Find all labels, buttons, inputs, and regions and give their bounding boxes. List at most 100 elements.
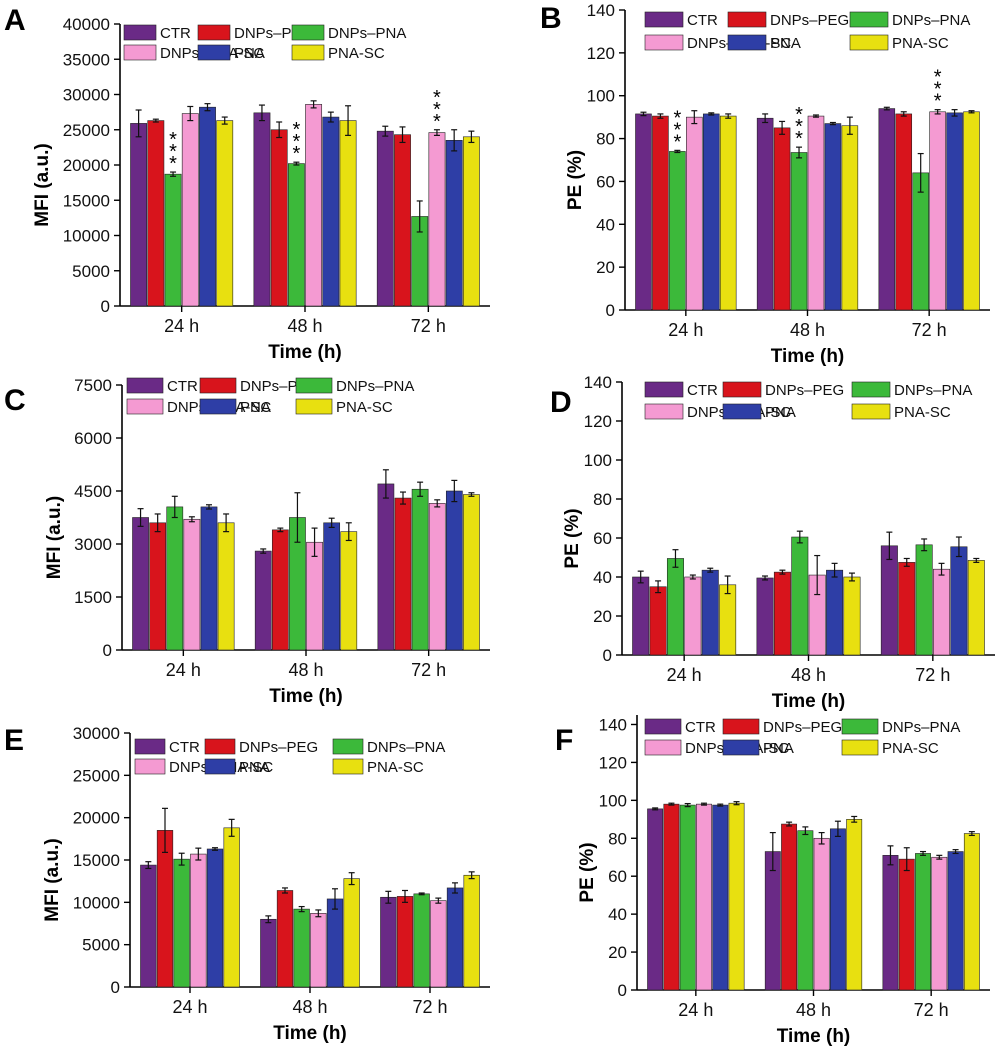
y-tick-label: 20 — [593, 607, 612, 626]
y-tick-label: 10000 — [73, 893, 120, 912]
bar-dnps-pna-24-h — [173, 858, 190, 988]
y-tick-label: 0 — [111, 978, 120, 997]
bar-pna-sc-48-h — [340, 531, 358, 651]
bar-ctr-48-h — [756, 117, 774, 311]
legend-swatch-dnps-peg — [727, 11, 767, 28]
bar-dnps-pna-sc-48-h — [305, 104, 323, 307]
significance-star: * — [795, 116, 803, 138]
bar-dnps-pna-sc-24-h — [183, 518, 201, 651]
bar-ctr-72-h — [377, 483, 395, 651]
bar-ctr-24-h — [132, 517, 149, 651]
y-tick-label: 100 — [599, 791, 627, 810]
legend-swatch-dnps-pna-sc — [644, 739, 682, 756]
y-tick-label: 15000 — [73, 851, 120, 870]
bar-pna-48-h — [829, 828, 846, 991]
x-tick-label: 24 h — [164, 316, 199, 336]
legend-swatch-dnps-pna-sc — [123, 44, 157, 61]
y-tick-label: 5000 — [82, 936, 120, 955]
legend-swatch-ctr — [126, 377, 164, 394]
bar-dnps-pna-sc-24-h — [181, 113, 199, 307]
bar-dnps-pna-sc-24-h — [696, 803, 712, 991]
bar-pna-sc-48-h — [843, 576, 861, 656]
legend-swatch-dnps-pna — [849, 11, 889, 28]
y-tick-label: 40 — [593, 568, 612, 587]
bar-dnps-pna-48-h — [797, 830, 814, 991]
y-tick-label: 5000 — [72, 262, 110, 281]
y-axis-label: MFI (a.u.) — [42, 838, 63, 921]
bar-pna-72-h — [947, 851, 964, 991]
bar-dnps-pna-sc-24-h — [190, 853, 207, 988]
x-tick-label: 48 h — [292, 997, 327, 1017]
bar-pna-72-h — [950, 546, 968, 656]
bar-dnps-peg-24-h — [663, 803, 680, 991]
legend-swatch-dnps-peg — [204, 738, 236, 755]
bar-pna-72-h — [445, 490, 463, 651]
significance-star: * — [169, 129, 177, 151]
panel-letter: D — [550, 386, 572, 419]
legend-swatch-pna-sc — [332, 758, 364, 775]
bar-ctr-72-h — [376, 130, 394, 307]
legend-label-dnps-pna: DNPs–PNA — [336, 378, 414, 395]
legend-swatch-pna — [722, 403, 762, 420]
legend-label-ctr: CTR — [687, 382, 718, 399]
chart-panel-a: A 0 5000 10000 15000 20000 25000 30000 35000 4000… — [4, 4, 490, 363]
y-tick-label: 4500 — [74, 482, 112, 501]
bar-pna-sc-48-h — [846, 819, 863, 991]
legend-label-dnps-pna: DNPs–PNA — [894, 382, 972, 399]
y-tick-label: 80 — [596, 130, 615, 149]
bar-dnps-peg-24-h — [156, 830, 174, 988]
bar-dnps-peg-48-h — [276, 890, 294, 988]
legend-swatch-dnps-pna-sc — [644, 34, 684, 51]
significance-star: * — [433, 87, 441, 109]
legend-label-ctr: CTR — [167, 378, 198, 395]
bar-dnps-pna-24-h — [679, 804, 696, 991]
legend-swatch-pna-sc — [849, 34, 889, 51]
bar-pna-72-h — [946, 112, 963, 311]
bar-ctr-48-h — [756, 577, 774, 656]
x-axis-label: Time (h) — [273, 1023, 347, 1044]
x-tick-label: 24 h — [668, 320, 703, 340]
legend-swatch-dnps-pna — [332, 738, 364, 755]
legend-label-pna-sc: PNA-SC — [894, 404, 951, 421]
bar-dnps-pna-sc-24-h — [684, 576, 702, 656]
y-axis-label: PE (%) — [565, 150, 586, 210]
x-tick-label: 24 h — [667, 665, 702, 685]
legend-label-pna-sc: PNA-SC — [367, 759, 424, 776]
y-tick-label: 6000 — [74, 429, 112, 448]
x-tick-label: 48 h — [791, 665, 826, 685]
bar-dnps-pna-48-h — [791, 536, 809, 656]
bar-dnps-pna-72-h — [411, 488, 429, 651]
bar-pna-48-h — [326, 898, 344, 988]
legend-swatch-dnps-pna — [291, 24, 325, 41]
legend-swatch-pna-sc — [295, 398, 333, 415]
y-tick-label: 0 — [606, 301, 615, 320]
y-tick-label: 20 — [596, 258, 615, 277]
y-tick-label: 15000 — [63, 191, 110, 210]
significance-star: * — [934, 79, 942, 101]
x-tick-label: 72 h — [914, 1000, 949, 1020]
x-tick-label: 24 h — [172, 997, 207, 1017]
bar-dnps-pna-sc-72-h — [933, 568, 951, 656]
bar-ctr-24-h — [635, 113, 652, 311]
legend-label-pna: PNA — [240, 399, 271, 416]
bar-pna-sc-24-h — [719, 584, 737, 656]
x-tick-label: 48 h — [790, 320, 825, 340]
bar-dnps-pna-sc-72-h — [929, 111, 946, 311]
legend-label-ctr: CTR — [160, 25, 191, 42]
legend-label-dnps-pna: DNPs–PNA — [367, 739, 445, 756]
legend-label-pna: PNA — [239, 759, 270, 776]
bar-pna-24-h — [712, 804, 729, 991]
bar-dnps-pna-72-h — [912, 172, 929, 311]
bar-pna-sc-72-h — [463, 494, 480, 651]
bar-dnps-peg-48-h — [270, 129, 288, 307]
chart-panel-d: D 0 20 40 60 80 100 120 140 PE (%) 24 h 48 h 72 h Tim… — [550, 373, 995, 712]
y-tick-label: 25000 — [73, 766, 120, 785]
y-tick-label: 60 — [608, 867, 627, 886]
legend-label-dnps-pna: DNPs–PNA — [882, 719, 960, 736]
bar-ctr-24-h — [632, 576, 650, 656]
legend-swatch-pna-sc — [291, 44, 325, 61]
